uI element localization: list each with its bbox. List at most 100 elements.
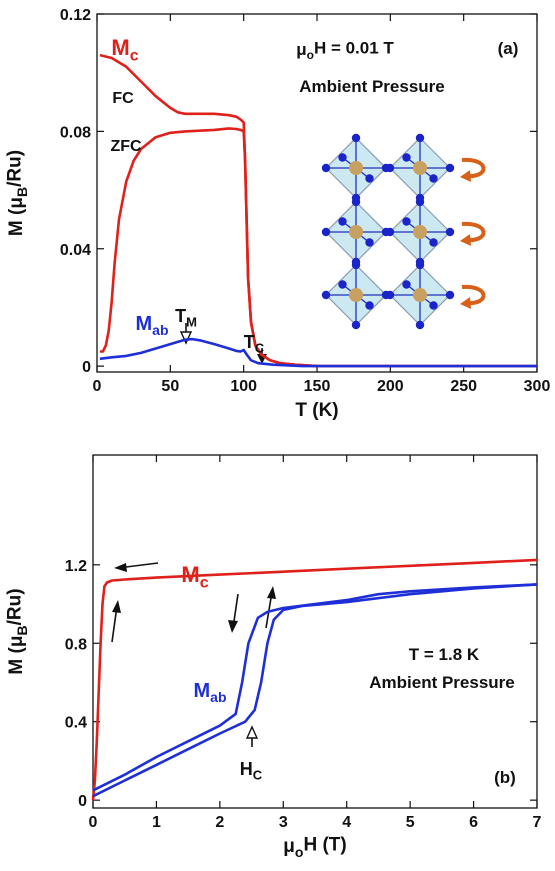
x-tick-label: 0 — [89, 814, 98, 831]
y-tick-label: 0 — [78, 793, 87, 810]
x-axis-label: μoH (T) — [283, 834, 346, 860]
x-tick-label: 2 — [215, 814, 224, 831]
annotation-part: M — [111, 35, 129, 60]
annotation: TC — [244, 332, 265, 356]
annotation-part: FC — [112, 90, 134, 107]
o-atom — [429, 301, 438, 310]
annotation-part: H = 0.01 T — [314, 38, 394, 57]
arrow-head — [245, 725, 259, 739]
o-atom — [429, 174, 438, 183]
x-tick-label: 4 — [342, 814, 351, 831]
o-atom — [445, 227, 455, 237]
curve — [99, 337, 537, 368]
arrows — [111, 323, 276, 747]
y-axis-label-part: /Ru) — [4, 150, 25, 187]
annotation-part: C — [253, 768, 263, 783]
annotation-part: T — [175, 306, 186, 326]
o-atom — [385, 290, 395, 300]
o-atom — [365, 301, 374, 310]
annotation-part: M — [181, 562, 199, 587]
annotation: μoH = 0.01 T — [296, 38, 394, 62]
x-axis-label-part: H (T) — [303, 834, 346, 855]
ru-atom — [349, 288, 363, 302]
arrow-head — [114, 563, 127, 572]
x-axis-label: T (K) — [295, 400, 338, 421]
annotation-part: o — [307, 48, 314, 62]
o-atom — [321, 163, 331, 173]
annotation-part: T — [244, 332, 255, 352]
o-atom — [351, 197, 361, 207]
annotation-part: ab — [152, 322, 168, 338]
o-atom — [415, 260, 425, 270]
annotation-part: M — [186, 315, 197, 330]
x-tick-label: 100 — [230, 378, 257, 395]
x-axis-label-part: μ — [283, 836, 295, 857]
annotation-part: Ambient Pressure — [299, 77, 445, 96]
y-axis-label-part: M (μ — [6, 197, 27, 236]
ru-atom — [413, 225, 427, 239]
plot-frame — [96, 13, 538, 373]
annotation-part: μ — [296, 40, 306, 59]
ru-atom — [349, 225, 363, 239]
o-atom — [415, 197, 425, 207]
arrow-head — [179, 331, 193, 345]
y-axis-label-part: M (μ — [6, 636, 27, 675]
annotation-part: M — [135, 313, 152, 335]
o-atom — [402, 153, 411, 162]
rotation-arrow-head — [460, 234, 471, 246]
arrow-head — [267, 586, 276, 599]
annotation: TM — [175, 306, 197, 330]
annotation: Mab — [135, 313, 168, 338]
curve — [91, 558, 538, 801]
y-tick-label: 0 — [82, 359, 91, 376]
annotation: Mc — [181, 562, 208, 592]
annotation-part: c — [130, 48, 139, 65]
annotation: HC — [240, 759, 263, 783]
y-tick-label: 1.2 — [65, 558, 87, 575]
annotation-part: Ambient Pressure — [369, 673, 515, 692]
o-atom — [321, 290, 331, 300]
rotation-arrow — [461, 284, 486, 306]
annotation: Ambient Pressure — [299, 77, 445, 96]
curve — [99, 53, 537, 368]
o-atom — [402, 280, 411, 289]
y-axis-label: M (μB/Ru) — [4, 150, 30, 236]
y-axis-label-part: B — [14, 187, 30, 197]
o-atom — [351, 133, 361, 143]
annotation: T = 1.8 K — [409, 645, 480, 664]
ru-atom — [349, 161, 363, 175]
y-tick-label: 0.04 — [60, 242, 91, 259]
x-tick-label: 1 — [152, 814, 161, 831]
x-tick-label: 5 — [406, 814, 415, 831]
annotation: FC — [112, 90, 134, 107]
y-tick-label: 0.8 — [65, 636, 87, 653]
o-atom — [338, 217, 347, 226]
y-tick-label: 0.4 — [65, 715, 87, 732]
curve — [92, 583, 538, 792]
x-tick-label: 6 — [469, 814, 478, 831]
annotation: ZFC — [110, 138, 142, 155]
annotation-part: ZFC — [110, 138, 142, 155]
ru-atom — [413, 161, 427, 175]
o-atom — [338, 153, 347, 162]
annotation: Mab — [193, 680, 226, 705]
o-atom — [415, 320, 425, 330]
o-atom — [365, 238, 374, 247]
curve — [92, 583, 538, 798]
curve — [99, 127, 318, 368]
y-tick-label: 0.08 — [60, 124, 91, 141]
x-tick-label: 0 — [93, 378, 102, 395]
annotation-part: c — [200, 575, 209, 592]
x-tick-label: 250 — [450, 378, 477, 395]
y-tick-label: 0.12 — [60, 7, 91, 24]
o-atom — [402, 217, 411, 226]
o-atom — [445, 163, 455, 173]
arrow-head — [228, 620, 238, 633]
arrow-head — [112, 600, 121, 613]
o-atom — [351, 320, 361, 330]
annotation-part: M — [193, 680, 210, 702]
rotation-arrow — [461, 221, 486, 243]
annotation-part: H — [240, 759, 253, 779]
plot-frame — [92, 454, 538, 809]
y-axis-label-part: /Ru) — [4, 588, 25, 625]
